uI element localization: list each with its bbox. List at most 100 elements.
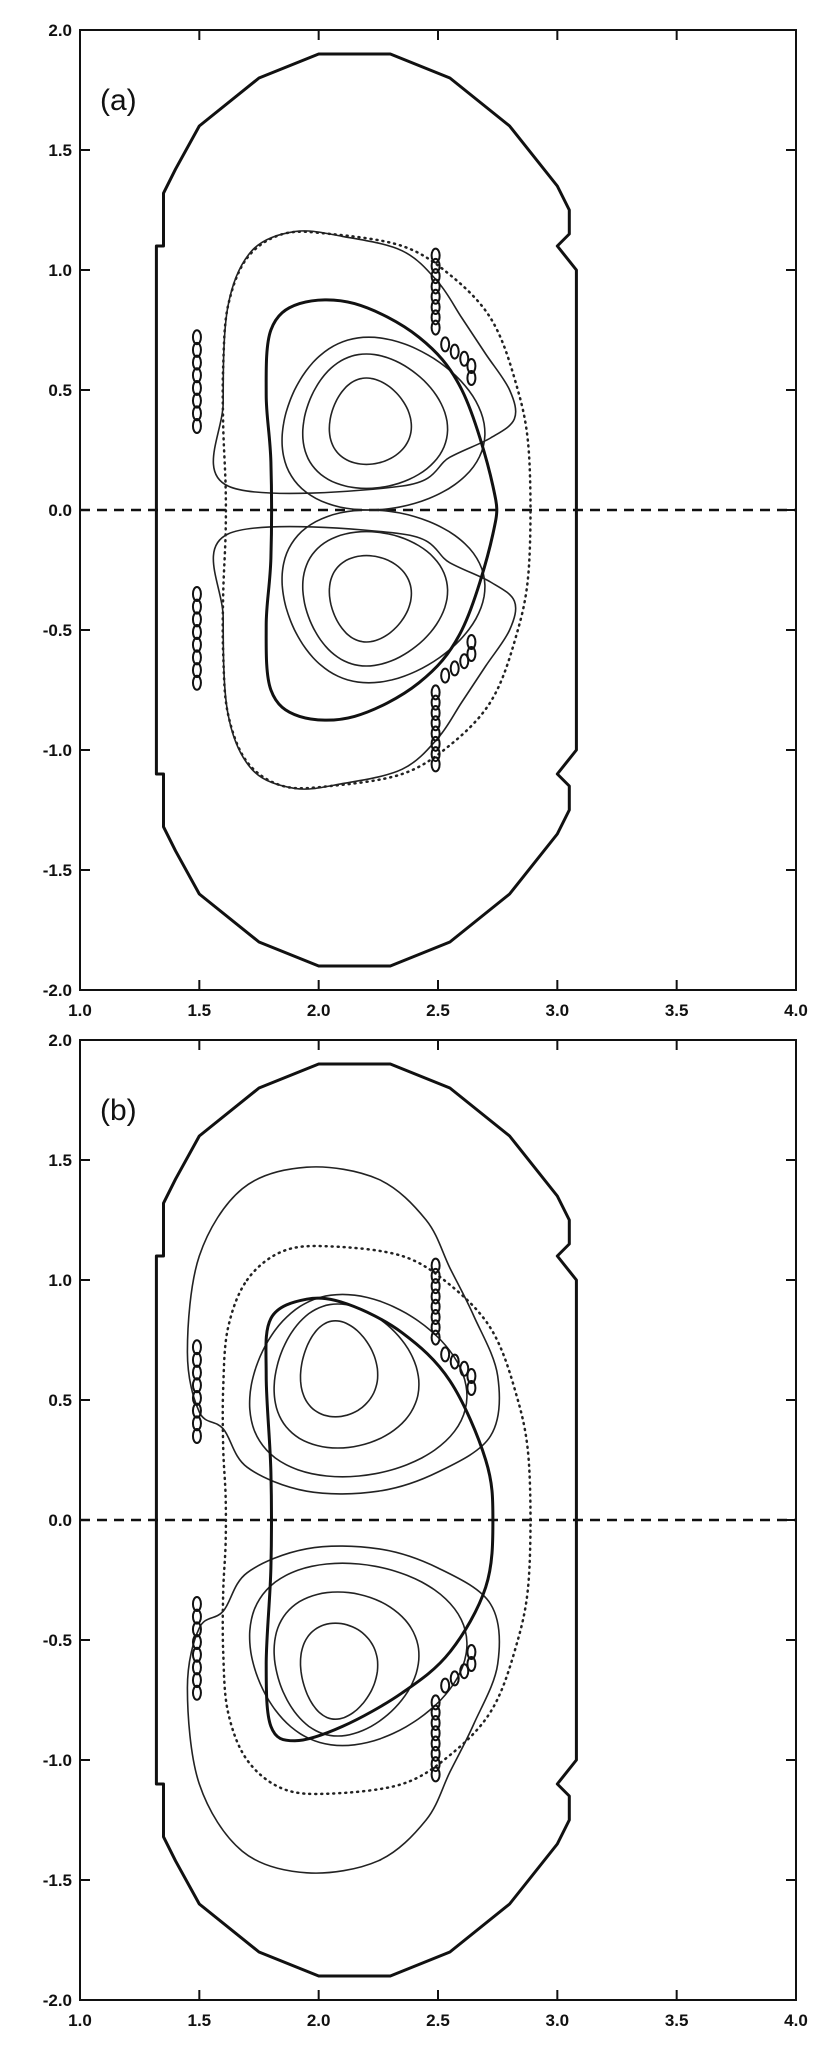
coil-marker [191,1364,202,1381]
coil-marker [191,636,202,653]
coil-marker [430,1278,441,1295]
coil-marker [430,309,441,326]
y-tick-label: -1.5 [43,861,72,880]
coil-marker [449,660,460,677]
coil-marker [466,1380,477,1396]
flux-contour [212,230,517,495]
coil-marker [430,1766,441,1783]
flux-contour [328,554,413,643]
coil-marker [191,1428,202,1444]
x-tick-label: 2.5 [426,2011,450,2030]
panel-a: 1.0 1.5 2.0 2.5 3.0 3.5 4.0 2.0 1.5 1.0 0.5 0.0 -0.5… [43,21,808,1020]
x-tick-label: 3.5 [665,2011,689,2030]
coil-marker [191,1684,202,1701]
coil-marker [430,735,441,752]
coil-marker [430,288,441,305]
coil-marker [430,1257,441,1274]
y-tick-label: 2.0 [48,21,72,40]
coil-marker [430,1745,441,1762]
y-tick-label: 1.0 [48,1271,72,1290]
coil-marker [430,1714,441,1731]
coil-marker [191,367,202,384]
coil-marker [466,1368,477,1384]
coil-marker [191,649,202,666]
dotted-boundary [221,230,532,790]
coil-marker [459,653,470,670]
coil-marker [191,379,202,396]
coil-marker [466,634,477,650]
coil-marker [430,694,441,711]
coil-marker [430,268,441,285]
coil-marker [191,1389,202,1406]
coil-marker [430,1267,441,1284]
coil-marker [191,1621,202,1638]
coil-marker [430,319,441,336]
coil-marker [449,1670,460,1687]
plasma-boundary [264,1296,495,1743]
flux-contour [248,1562,468,1747]
plasma-boundary [264,298,499,722]
y-tick-label: -1.0 [43,741,72,760]
y-tick-label: 0.5 [48,381,72,400]
coil-marker [430,1735,441,1752]
y-tick-label: 0.0 [48,1511,72,1530]
y-tick-label: -1.0 [43,1751,72,1770]
x-tick-label: 1.0 [68,1001,92,1020]
coil-marker [191,1402,202,1419]
coil-marker [191,611,202,628]
coil-marker [191,1339,202,1356]
coil-marker [466,1644,477,1660]
coil-marker [430,1756,441,1773]
coil-marker [430,715,441,732]
coil-marker [440,667,451,684]
x-tick-label: 2.0 [307,1001,331,1020]
y-tick-label: 1.5 [48,1151,72,1170]
x-tick-label: 3.5 [665,1001,689,1020]
x-tick-label: 2.0 [307,2011,331,2030]
coil-marker [191,1672,202,1689]
y-tick-label: 2.0 [48,1031,72,1050]
coil-marker [191,1596,202,1612]
coil-marker [191,1415,202,1432]
coil-marker [430,1725,441,1742]
coil-marker [466,370,477,386]
coil-marker [191,1608,202,1625]
y-tick-label: -2.0 [43,981,72,1000]
y-tick-label: -1.5 [43,1871,72,1890]
flux-contour [328,377,413,466]
coil-marker [191,662,202,679]
coil-marker [191,1351,202,1368]
coil-marker [430,1319,441,1336]
coil-marker [191,329,202,346]
y-tick-label: -0.5 [43,1631,72,1650]
coil-marker [191,418,202,434]
flux-contour [299,1319,379,1418]
coil-marker [430,1309,441,1326]
coil-marker [466,646,477,662]
coil-marker [191,674,202,691]
y-tick-label: 1.0 [48,261,72,280]
coil-marker [191,624,202,641]
x-tick-label: 3.0 [546,2011,570,2030]
coil-marker [191,405,202,422]
coil-marker [466,358,477,374]
flux-contour [281,509,486,684]
x-tick-label: 2.5 [426,1001,450,1020]
coil-marker [191,1377,202,1394]
vessel-wall [154,1062,578,1978]
x-tick-label: 1.5 [188,2011,212,2030]
y-tick-label: -0.5 [43,621,72,640]
coil-marker [191,354,202,371]
x-tick-label: 3.0 [546,1001,570,1020]
vessel-wall [154,52,578,968]
flux-contour [299,1622,379,1721]
coil-marker [430,704,441,721]
coil-marker [459,1360,470,1377]
coil-marker [430,1704,441,1721]
coil-marker [440,336,451,353]
coil-marker [430,257,441,274]
coil-marker [191,598,202,615]
flux-contour [273,1591,420,1737]
flux-contour [186,1166,501,1495]
